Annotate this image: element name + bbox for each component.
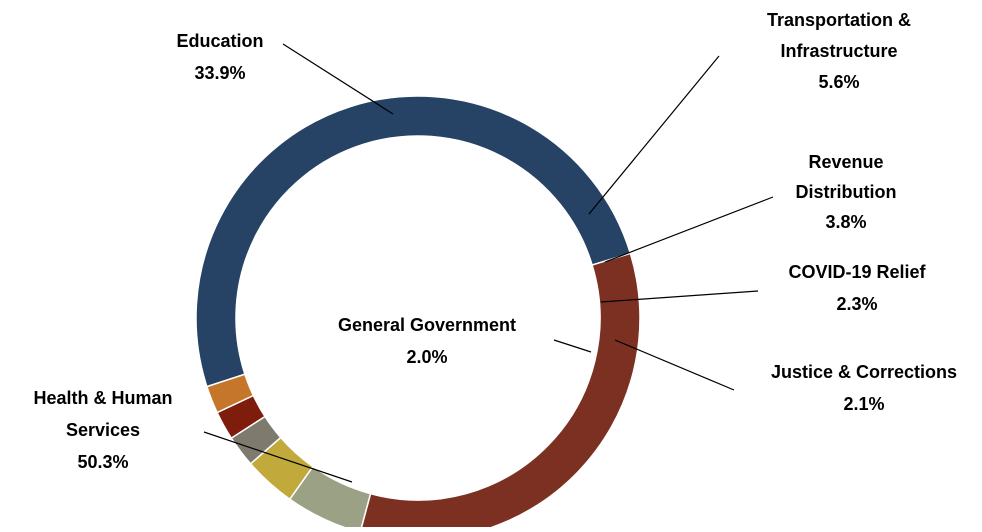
slice-value-health-and-human-services: 50.3% [77, 452, 128, 472]
leader-line-education [282, 43, 394, 115]
slice-label-transportation-and-infrastructure: Transportation & Infrastructure 5.6% [767, 10, 911, 92]
leader-line-covid-19-relief [600, 290, 759, 303]
slice-value-education: 33.9% [194, 63, 245, 83]
slice-label-justice-and-corrections: Justice & Corrections 2.1% [771, 362, 957, 414]
slice-general-government [205, 373, 255, 414]
slice-labels: Health & Human Services 50.3% Education 33.9… [33, 10, 957, 472]
slice-value-justice-and-corrections: 2.1% [843, 394, 884, 414]
slice-label-general-government: General Government 2.0% [338, 315, 516, 367]
slice-value-general-government: 2.0% [406, 347, 447, 367]
slice-value-transportation-and-infrastructure: 5.6% [818, 72, 859, 92]
leader-line-revenue-distribution [604, 196, 774, 263]
slice-education [359, 252, 641, 532]
slice-value-revenue-distribution: 3.8% [825, 212, 866, 232]
slice-value-covid-19-relief: 2.3% [836, 294, 877, 314]
leader-line-health-and-human-services [203, 431, 353, 483]
leader-lines [203, 43, 774, 483]
slice-label-covid-19-relief: COVID-19 Relief 2.3% [788, 262, 926, 314]
leader-line-justice-and-corrections [614, 339, 735, 391]
slice-label-revenue-distribution: Revenue Distribution 3.8% [796, 152, 897, 232]
slices [195, 95, 641, 532]
slice-label-education: Education 33.9% [176, 31, 263, 83]
slice-health-and-human-services [195, 95, 632, 388]
leader-line-general-government [553, 339, 592, 353]
slice-label-health-and-human-services: Health & Human Services 50.3% [33, 388, 172, 472]
leader-line-transportation-and-infrastructure [588, 55, 720, 215]
